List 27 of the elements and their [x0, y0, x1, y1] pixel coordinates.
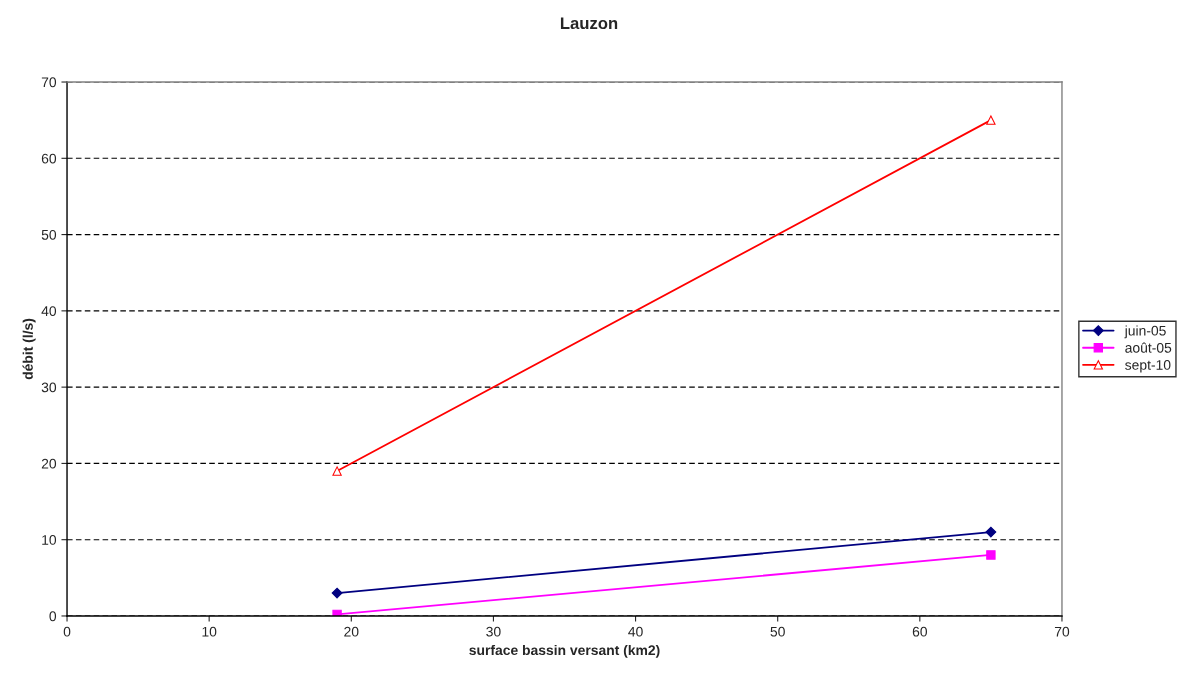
y-tick-label: 40 — [41, 306, 57, 317]
point — [331, 587, 343, 599]
chart-title: Lauzon — [560, 17, 618, 30]
x-tick-label: 20 — [344, 626, 359, 637]
y-tick-label: 10 — [42, 535, 57, 545]
point — [332, 466, 342, 476]
x-tick-label: 70 — [1054, 626, 1070, 637]
y-tick-label: 50 — [41, 229, 57, 240]
x-tick-label: 50 — [770, 626, 785, 637]
point — [985, 526, 997, 538]
y-axis-title: débit (l/s) — [22, 318, 36, 380]
y-tick-label: 70 — [41, 77, 57, 88]
x-tick-label: 30 — [486, 626, 501, 637]
point — [986, 550, 996, 560]
x-tick-label: 40 — [628, 626, 643, 637]
y-tick-label: 60 — [41, 153, 57, 164]
x-tick-label: 60 — [912, 626, 928, 637]
y-tick-label: 20 — [41, 458, 57, 469]
legend-label: juin-05 — [1124, 325, 1166, 339]
x-tick-label: 10 — [202, 626, 217, 637]
y-tick-label: 0 — [49, 611, 57, 622]
x-tick-label: 0 — [63, 626, 71, 637]
point — [986, 115, 996, 125]
legend-label: août-05 — [1125, 342, 1172, 353]
x-axis-title: surface bassin versant (km2) — [469, 644, 660, 658]
legend-label: sept-10 — [1125, 360, 1171, 373]
y-tick-label: 30 — [41, 382, 57, 393]
